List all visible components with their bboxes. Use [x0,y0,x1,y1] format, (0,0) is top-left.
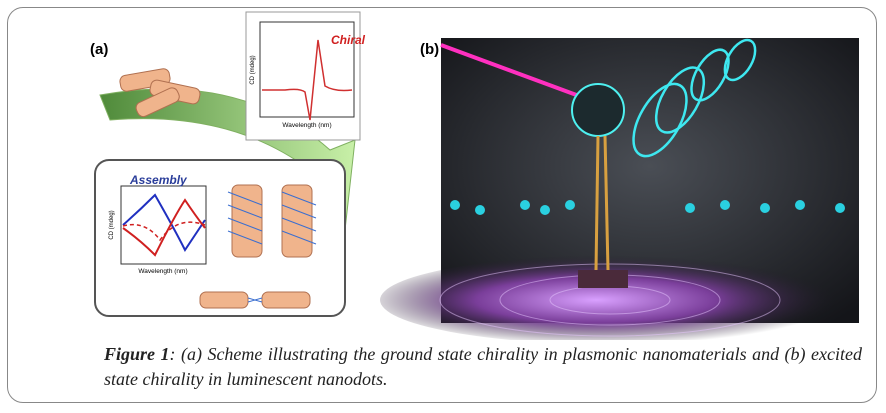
caption-label: Figure 1 [104,344,170,364]
axis-label: Wavelength (nm) [138,268,187,275]
caption: Figure 1: (a) Scheme illustrating the gr… [104,342,862,392]
figure: (a) Chiral CD (mdeg) Wavelength (nm) Ass… [0,0,886,340]
axis-label: CD (mdeg) [250,55,256,84]
illustration [380,35,860,340]
panel-label: (b) [420,41,439,58]
caption-text: : (a) Scheme illustrating the ground sta… [104,344,862,389]
panel-label: (a) [90,41,108,58]
axis-label: CD (mdeg) [109,210,115,239]
inset-title: Assembly [129,173,188,187]
inset-title: Chiral [331,33,366,47]
axis-label: Wavelength (nm) [282,122,331,129]
